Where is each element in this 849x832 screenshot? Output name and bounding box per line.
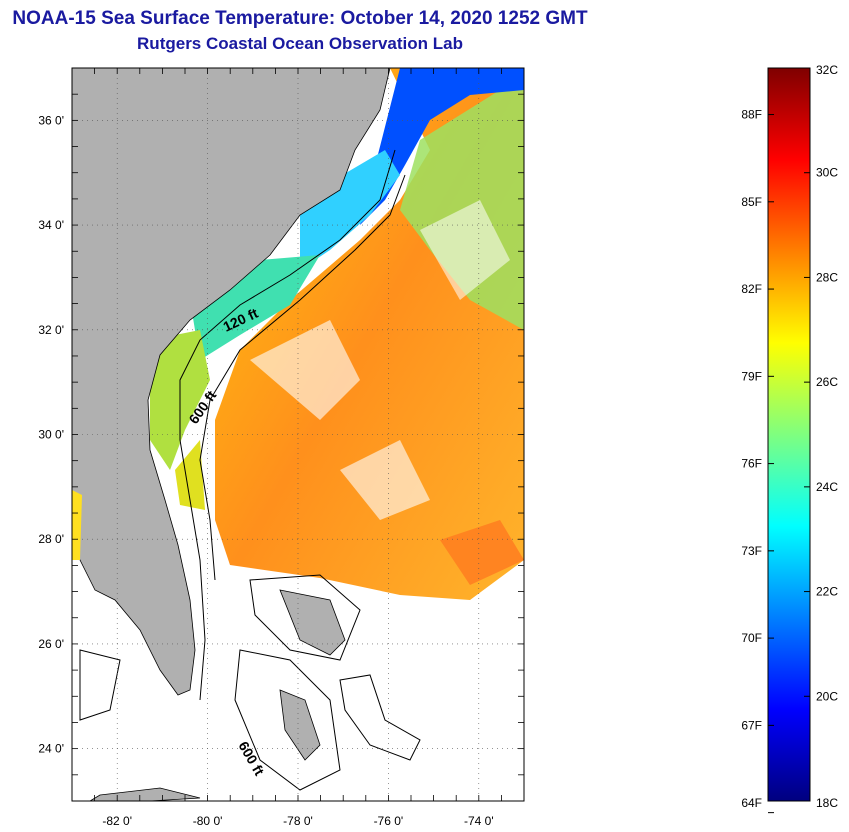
land-mass [71,67,391,696]
lat-tick-label: 34 0' [38,218,64,232]
fahrenheit-label: 82F [741,282,762,296]
lon-tick-label: -82 0' [102,814,132,828]
lon-tick-label: -76 0' [374,814,404,828]
map-subtitle: Rutgers Coastal Ocean Observation Lab [137,34,463,53]
celsius-label: 18C [816,796,838,810]
map-title: NOAA-15 Sea Surface Temperature: October… [12,8,588,29]
fahrenheit-label: 70F [741,631,762,645]
lat-tick-label: 36 0' [38,113,64,127]
celsius-label: 22C [816,585,838,599]
lon-tick-label: -80 0' [193,814,223,828]
fahrenheit-label: 67F [741,718,762,732]
lat-lon-grid [71,67,525,802]
celsius-label: 20C [816,689,838,703]
fahrenheit-label: 73F [741,544,762,558]
fahrenheit-label: 64F [741,796,762,810]
celsius-label: 30C [816,166,838,180]
sst-field [150,68,524,600]
lat-tick-label: 26 0' [38,637,64,651]
bahamas-islands [88,589,346,802]
fahrenheit-label: 88F [741,108,762,122]
fahrenheit-label: 79F [741,369,762,383]
celsius-label: 28C [816,270,838,284]
lon-tick-label: -78 0' [283,814,313,828]
temperature-colorbar [767,67,811,802]
fahrenheit-label: 85F [741,195,762,209]
depth-contours [79,149,421,791]
gulf-sst-patch [72,490,82,560]
lon-tick-label: -74 0' [464,814,494,828]
fahrenheit-label: 76F [741,457,762,471]
colorbar-labels: 32C 30C 28C 26C 24C 22C 20C 18C 88F 85F 82F 79F 76F 7… [741,63,838,814]
lat-tick-label: 28 0' [38,532,64,546]
lat-tick-label: 30 0' [38,428,64,442]
axis-labels: -82 0' -80 0' -78 0' -76 0' -74 0' 36 0' 34 0'… [38,113,493,828]
lat-tick-label: 24 0' [38,742,64,756]
celsius-label: 24C [816,480,838,494]
celsius-label: 32C [816,63,838,77]
map-frame [71,67,525,802]
celsius-label: 26C [816,375,838,389]
lat-tick-label: 32 0' [38,323,64,337]
